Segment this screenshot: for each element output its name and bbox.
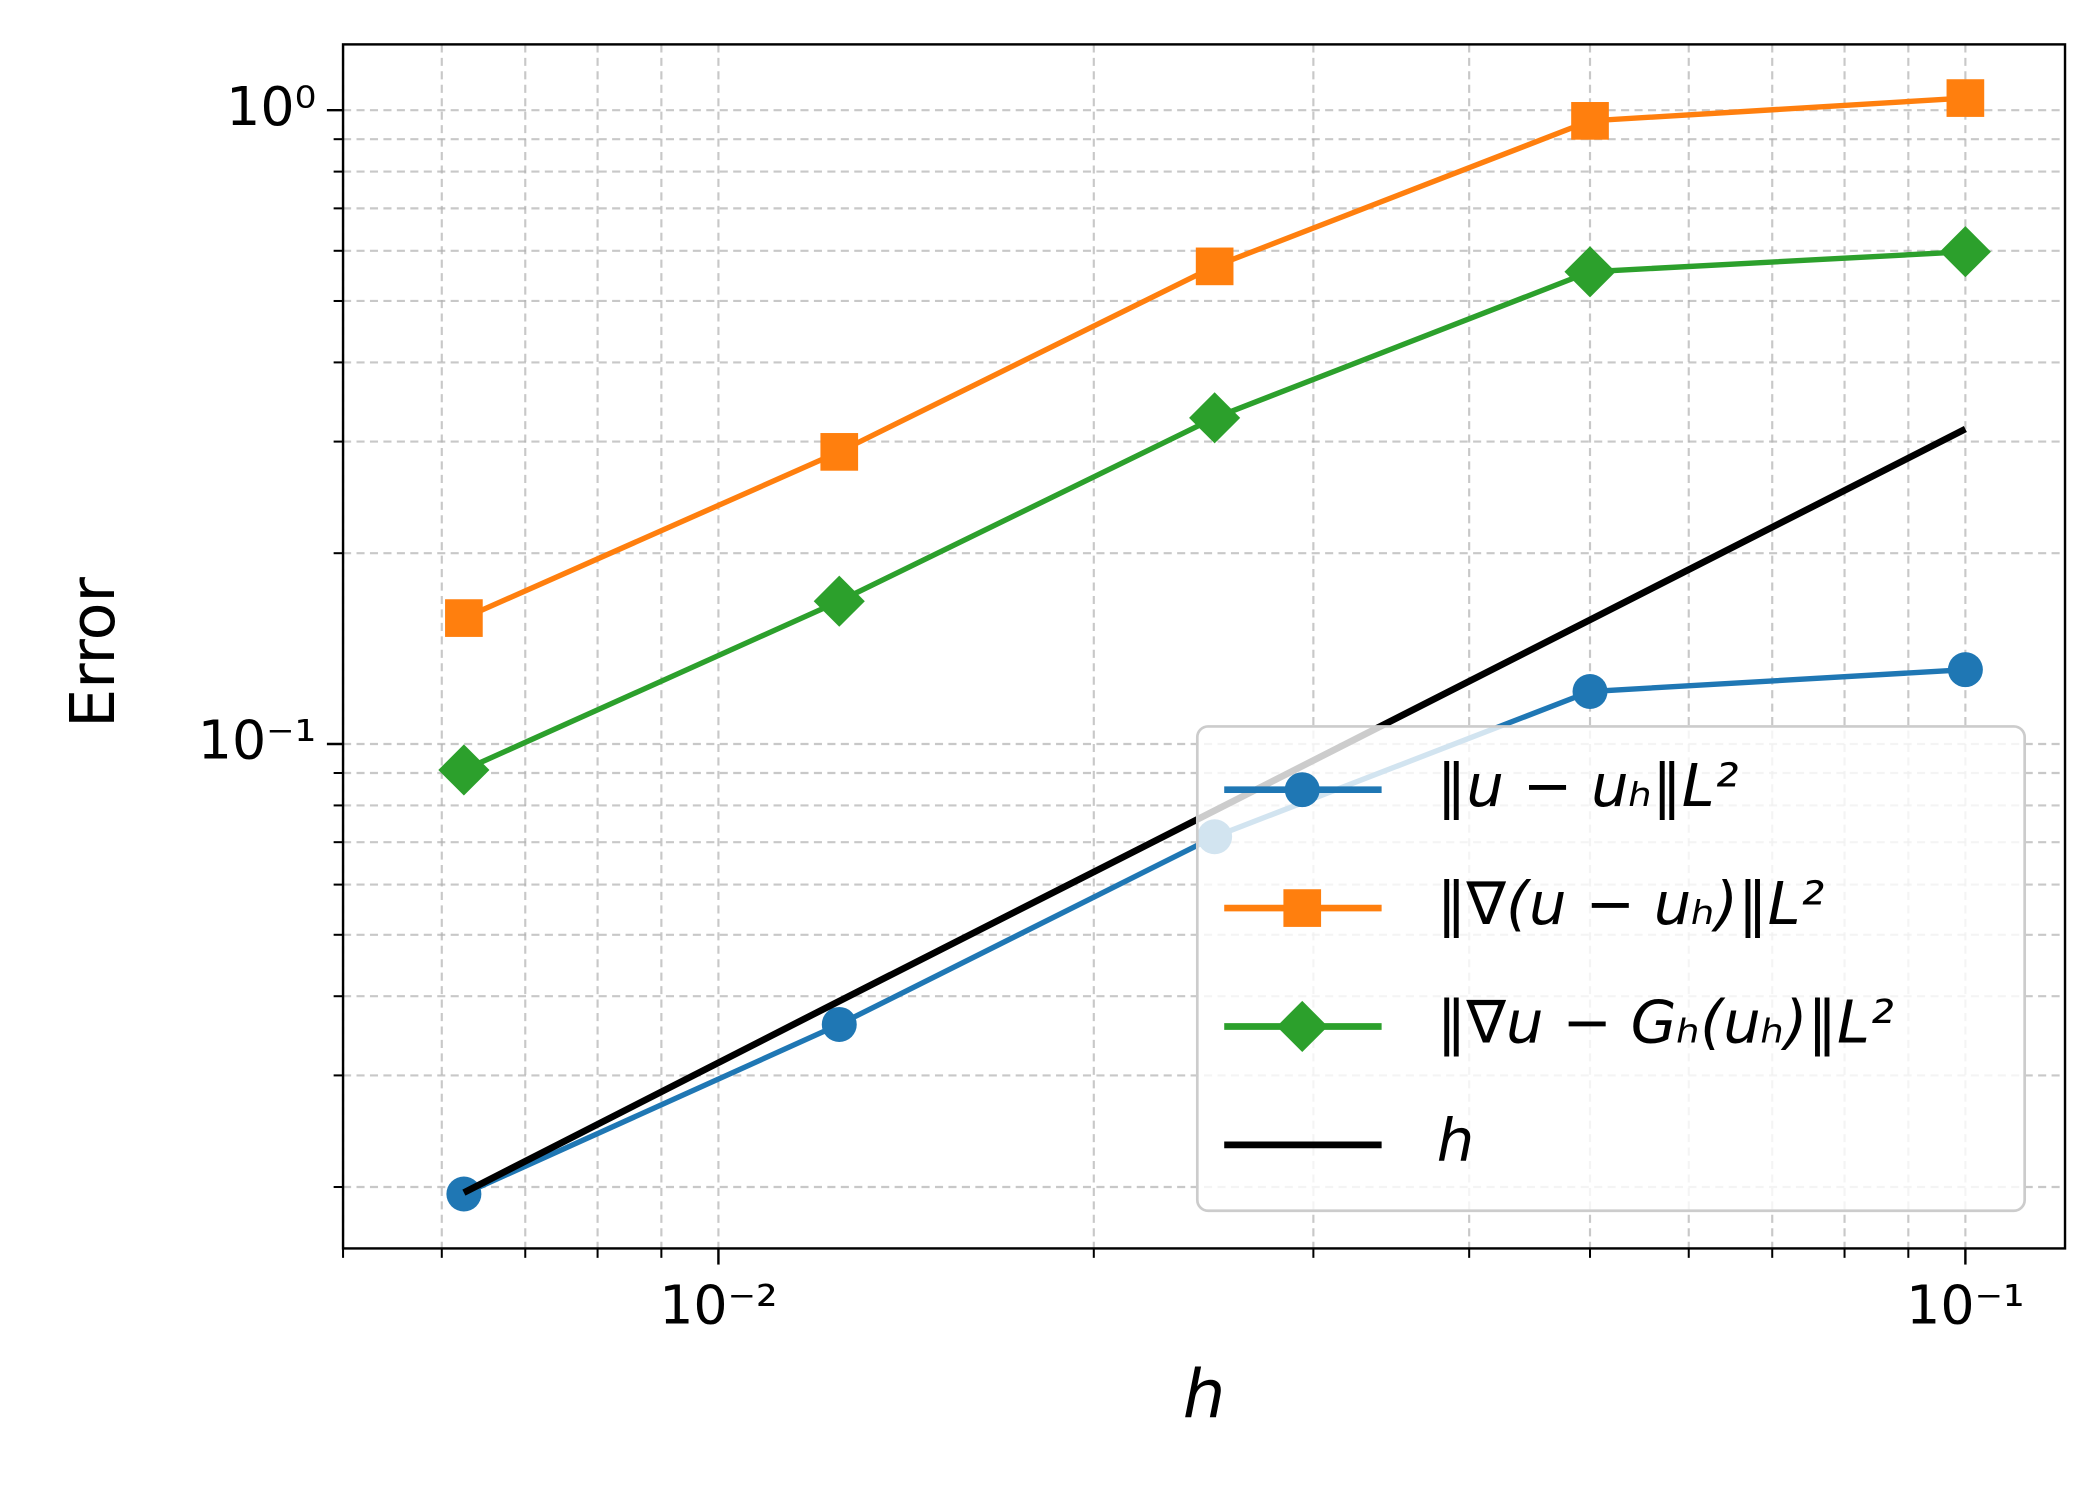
marker — [446, 1176, 482, 1212]
marker — [821, 1006, 857, 1042]
legend-label: ‖u − uₕ‖L² — [1437, 751, 1739, 820]
marker — [438, 744, 490, 796]
series-line — [462, 249, 1966, 773]
marker — [445, 599, 483, 637]
marker — [1284, 772, 1320, 808]
marker — [1283, 889, 1322, 927]
marker — [1571, 102, 1609, 140]
x-axis-label: h — [1183, 1356, 1226, 1434]
marker — [1189, 392, 1241, 444]
marker — [1939, 226, 1991, 278]
marker — [1195, 247, 1234, 286]
y-axis-label: Error — [57, 576, 129, 727]
legend-label: h — [1437, 1106, 1475, 1175]
x-tick-label: 10⁻² — [659, 1274, 777, 1337]
legend-box — [1195, 725, 2027, 1213]
marker — [1564, 246, 1616, 298]
y-tick-label: 10⁰ — [226, 75, 316, 138]
marker — [813, 575, 865, 627]
marker — [1946, 79, 1985, 117]
plot-frame — [341, 43, 2067, 1250]
legend-label: ‖∇(u − uₕ)‖L² — [1437, 869, 1825, 938]
legend-label: ‖∇u − Gₕ(uₕ)‖L² — [1437, 988, 1894, 1057]
marker — [820, 433, 859, 471]
marker — [1947, 652, 1983, 688]
marker — [1276, 1000, 1328, 1053]
marker — [1572, 674, 1608, 710]
y-tick-label: 10⁻¹ — [198, 709, 316, 772]
x-tick-label: 10⁻¹ — [1906, 1274, 2024, 1337]
